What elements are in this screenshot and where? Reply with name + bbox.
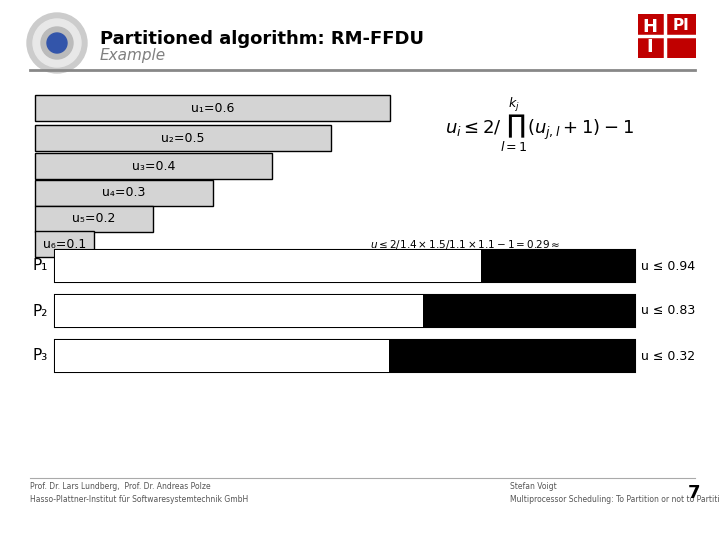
Text: u₁=0.6: u₁=0.6	[191, 102, 234, 114]
Text: Partitioned algorithm: RM-FFDU: Partitioned algorithm: RM-FFDU	[100, 30, 424, 48]
FancyBboxPatch shape	[55, 250, 481, 282]
Text: P₁: P₁	[32, 259, 48, 273]
FancyBboxPatch shape	[35, 153, 271, 179]
Circle shape	[47, 33, 67, 53]
FancyBboxPatch shape	[638, 14, 696, 58]
FancyBboxPatch shape	[35, 231, 94, 257]
Text: u ≤ 0.83: u ≤ 0.83	[641, 305, 696, 318]
Circle shape	[33, 19, 81, 67]
Text: u ≤ 0.94: u ≤ 0.94	[641, 260, 695, 273]
Text: $u_i \leq 2/\prod_{l=1}^{k_j}(u_{j,l}+1)-1$: $u_i \leq 2/\prod_{l=1}^{k_j}(u_{j,l}+1)…	[445, 95, 634, 154]
Text: u ≤ 0.32: u ≤ 0.32	[641, 349, 695, 362]
Text: $u \leq 2/1.4 \times 1.5/1.1 \times 1.1 - 1 = 0.29 \approx$: $u \leq 2/1.4 \times 1.5/1.1 \times 1.1 …	[370, 238, 560, 251]
FancyBboxPatch shape	[35, 95, 390, 121]
Text: 7: 7	[688, 484, 700, 502]
FancyBboxPatch shape	[55, 250, 635, 282]
Text: P₃: P₃	[32, 348, 48, 363]
Circle shape	[27, 13, 87, 73]
Text: PI: PI	[673, 18, 690, 33]
Text: u₄=0.3: u₄=0.3	[102, 186, 145, 199]
FancyBboxPatch shape	[55, 340, 635, 372]
Text: H: H	[642, 18, 657, 36]
FancyBboxPatch shape	[55, 295, 635, 327]
FancyBboxPatch shape	[35, 206, 153, 232]
Text: P₂: P₂	[32, 303, 48, 319]
FancyBboxPatch shape	[55, 295, 423, 327]
Text: u₂=0.5: u₂=0.5	[161, 132, 204, 145]
FancyBboxPatch shape	[35, 125, 330, 151]
Text: u₅=0.2: u₅=0.2	[73, 213, 116, 226]
Text: u₆=0.1: u₆=0.1	[43, 238, 86, 251]
Text: u₃=0.4: u₃=0.4	[132, 159, 175, 172]
Text: I: I	[647, 38, 653, 56]
Circle shape	[41, 27, 73, 59]
FancyBboxPatch shape	[35, 180, 212, 206]
Text: Example: Example	[100, 48, 166, 63]
Text: Prof. Dr. Lars Lundberg,  Prof. Dr. Andreas Polze
Hasso-Plattner-Institut für So: Prof. Dr. Lars Lundberg, Prof. Dr. Andre…	[30, 482, 248, 503]
Text: Stefan Voigt
Multiprocessor Scheduling: To Partition or not to Partition: Stefan Voigt Multiprocessor Scheduling: …	[510, 482, 720, 503]
FancyBboxPatch shape	[55, 340, 389, 372]
